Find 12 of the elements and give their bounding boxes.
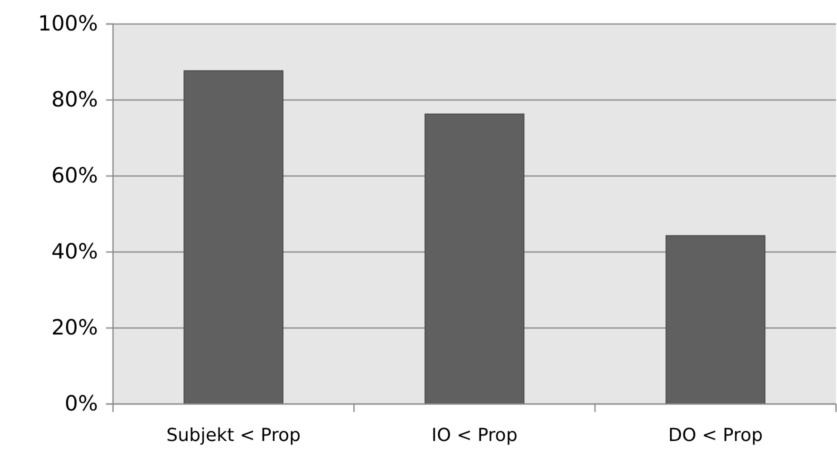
bar	[424, 114, 524, 404]
y-tick-label: 20%	[51, 316, 98, 340]
x-tick-label: Subjekt < Prop	[166, 424, 301, 446]
y-tick-label: 40%	[51, 240, 98, 264]
bar	[666, 235, 766, 404]
y-tick-label: 100%	[38, 12, 98, 36]
x-tick-label: IO < Prop	[432, 424, 518, 446]
bar	[184, 70, 284, 404]
y-tick-label: 0%	[64, 392, 98, 416]
y-tick-label: 80%	[51, 88, 98, 112]
x-tick-label: DO < Prop	[668, 424, 763, 446]
y-tick-label: 60%	[51, 164, 98, 188]
